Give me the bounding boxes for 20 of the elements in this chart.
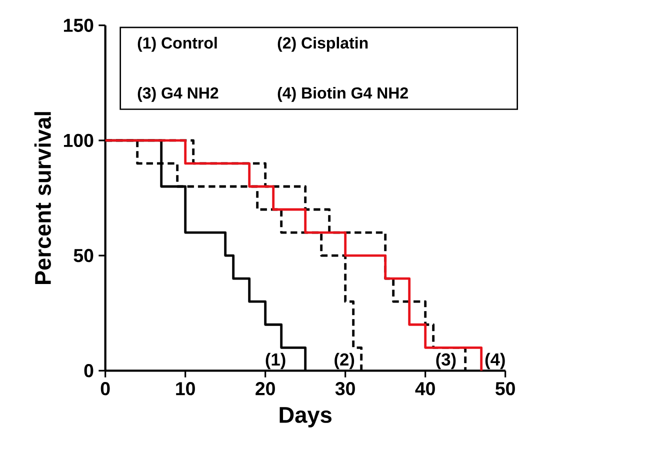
x-tick-label: 30 (335, 382, 355, 396)
annotation: (2) Cisplatin (278, 36, 368, 52)
x-axis-title: Days (280, 407, 332, 428)
annotation: (1) Control (138, 36, 217, 52)
annotation: (1) (266, 352, 286, 370)
y-tick-label: 150 (64, 18, 94, 32)
x-tick-label: 50 (496, 382, 515, 396)
x-tick-label: 20 (256, 382, 275, 396)
x-tick-label: 0 (100, 382, 110, 396)
y-tick-label: 100 (64, 134, 94, 148)
annotation: (3) G4 NH2 (138, 86, 218, 102)
y-tick-label: 50 (74, 248, 94, 262)
y-tick-label: 0 (84, 364, 94, 378)
x-tick-label: 10 (176, 382, 195, 396)
annotation: (3) (436, 352, 456, 370)
annotation: (4) Biotin G4 NH2 (278, 86, 408, 102)
annotation: (2) (334, 352, 354, 370)
y-axis-title: Percent survival (34, 112, 51, 284)
annotation: (4) (485, 352, 505, 370)
x-tick-label: 40 (415, 382, 435, 396)
